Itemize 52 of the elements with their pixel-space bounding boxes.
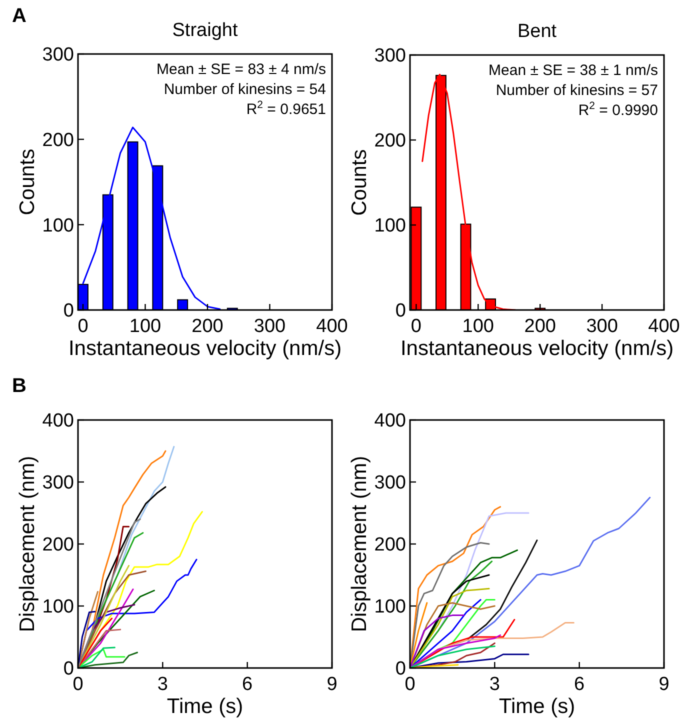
x-tick-label: 3 bbox=[157, 674, 168, 695]
y-tick-label: 400 bbox=[42, 410, 74, 432]
y-tick-label: 100 bbox=[374, 216, 406, 237]
x-tick-label: 100 bbox=[462, 316, 494, 337]
x-tick-label: 9 bbox=[326, 674, 338, 695]
x-tick-label: 6 bbox=[574, 674, 585, 695]
y-tick-label: 200 bbox=[374, 534, 406, 556]
y-axis-title: Displacement (nm) bbox=[348, 456, 371, 632]
annotation: R$^{2}$ = 0.9990 bbox=[578, 100, 658, 119]
x-tick-label: 9 bbox=[658, 674, 670, 695]
y-tick-label: 200 bbox=[42, 130, 74, 151]
x-tick-label: 100 bbox=[129, 316, 162, 337]
annotation: Mean ± SE = 83 ± 4 nm/s bbox=[156, 61, 326, 78]
x-tick-label: 400 bbox=[316, 316, 348, 337]
y-tick-label: 100 bbox=[42, 596, 74, 618]
y-tick-label: 300 bbox=[42, 44, 74, 66]
x-tick-label: 400 bbox=[648, 316, 680, 337]
chart-title: Bent bbox=[517, 21, 558, 42]
x-tick-label: 300 bbox=[254, 316, 286, 337]
x-axis-title: Instantaneous velocity (nm/s) bbox=[68, 337, 342, 360]
y-tick-label: 100 bbox=[374, 596, 406, 618]
x-tick-label: 0 bbox=[78, 316, 88, 337]
x-tick-label: 300 bbox=[586, 316, 618, 337]
x-tick-label: 6 bbox=[242, 674, 253, 695]
y-axis-title: Displacement (nm) bbox=[16, 456, 39, 632]
x-axis-title: Instantaneous velocity (nm/s) bbox=[400, 337, 674, 360]
y-tick-label: 0 bbox=[63, 300, 74, 322]
x-axis-title: Time (s) bbox=[498, 695, 576, 718]
x-tick-label: 200 bbox=[192, 316, 224, 337]
annotation: Number of kinesins = 54 bbox=[164, 81, 326, 98]
annotation: R$^{2}$ = 0.9651 bbox=[246, 99, 326, 118]
y-axis-title: Counts bbox=[16, 148, 39, 216]
y-tick-label: 200 bbox=[374, 130, 406, 152]
y-tick-label: 0 bbox=[395, 300, 406, 322]
x-tick-label: 0 bbox=[410, 316, 422, 337]
y-tick-label: 0 bbox=[395, 658, 406, 680]
y-tick-label: 300 bbox=[42, 472, 74, 494]
annotation: Mean ± SE = 38 ± 1 nm/s bbox=[488, 62, 658, 79]
chart-title: Straight bbox=[172, 20, 238, 41]
y-tick-label: 300 bbox=[374, 472, 406, 494]
y-tick-label: 300 bbox=[374, 46, 406, 67]
annotation: Number of kinesins = 57 bbox=[496, 82, 658, 99]
y-axis-title: Counts bbox=[348, 149, 371, 216]
x-axis-title: Time (s) bbox=[166, 695, 244, 718]
text: A bbox=[12, 5, 26, 27]
x-tick-label: 200 bbox=[524, 316, 556, 337]
text: B bbox=[12, 375, 26, 397]
y-tick-label: 0 bbox=[63, 658, 74, 680]
y-tick-label: 100 bbox=[42, 215, 74, 236]
y-tick-label: 200 bbox=[42, 534, 74, 556]
y-tick-label: 400 bbox=[374, 410, 406, 432]
x-tick-label: 3 bbox=[489, 674, 500, 695]
